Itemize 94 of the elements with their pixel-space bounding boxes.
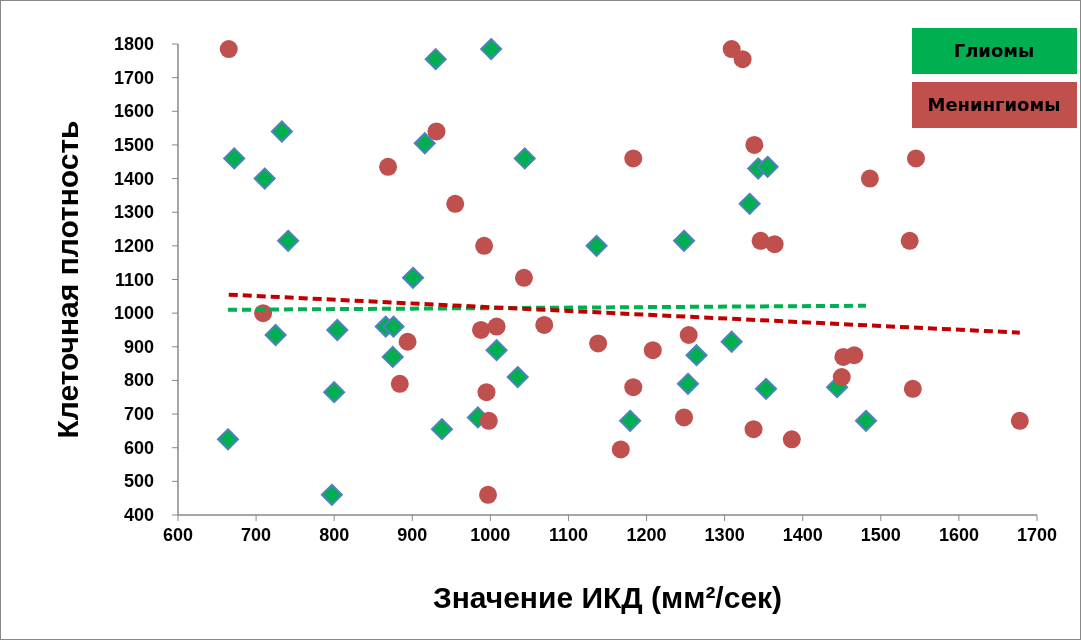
point [326,318,349,341]
point [381,345,404,368]
point [782,430,801,449]
point [832,368,851,387]
point [673,229,696,252]
point [446,194,465,213]
point [1010,411,1029,430]
point [860,169,879,188]
point [480,38,503,61]
point [854,409,877,432]
point [277,229,300,252]
y-tick-label: 400 [123,505,154,525]
point [413,132,436,155]
point [323,381,346,404]
point [398,332,417,351]
point [624,149,643,168]
point [379,157,398,176]
y-axis-title: Клеточная плотность [51,120,84,439]
point [270,120,293,143]
point [487,317,506,336]
point [624,378,643,397]
point [903,379,922,398]
point [845,346,864,365]
point [430,418,453,441]
point [477,383,496,402]
point [479,411,498,430]
x-tick-label: 1100 [548,525,588,545]
x-tick-label: 1400 [782,525,823,545]
x-tick-label: 1000 [470,525,511,545]
point [471,320,490,339]
point [216,428,239,451]
y-tick-label: 1100 [114,269,154,290]
point [720,330,743,353]
y-tick-label: 1200 [113,235,154,256]
x-axis-title: Значение ИКД (мм²/сек) [432,581,783,614]
y-tick-label: 500 [123,471,154,492]
point [585,234,608,257]
y-tick-label: 600 [123,437,154,458]
point [679,326,698,345]
point [535,315,554,334]
x-tick-label: 600 [162,525,194,545]
point [382,315,405,338]
x-tick-label: 1500 [860,525,901,545]
text: Глиомы [953,40,1035,61]
point [506,366,529,389]
y-tick-label: 1000 [113,303,154,324]
point [685,344,708,367]
y-tick-label: 900 [123,336,154,357]
point [424,48,447,71]
y-tick-label: 1500 [113,134,154,155]
point [219,40,238,59]
x-tick-label: 1600 [938,525,979,545]
point [676,372,699,395]
x-tick-label: 1300 [704,525,745,545]
point [589,334,608,353]
point [733,50,752,69]
point [722,40,741,59]
point [320,483,343,506]
y-tick-label: 800 [123,370,154,391]
point [475,236,494,255]
point [223,147,246,170]
x-tick-label: 1200 [626,525,667,545]
point [643,341,662,360]
point [427,122,446,141]
point [619,409,642,432]
point [485,339,508,362]
point [755,377,778,400]
point [900,231,919,250]
point [479,485,498,504]
point [745,135,764,154]
point [611,440,630,459]
y-tick-label: 1700 [113,67,154,88]
point [675,408,694,427]
x-tick-label: 800 [319,525,350,545]
y-tick-label: 700 [123,404,154,425]
point [253,167,276,190]
point [514,268,533,287]
point [513,147,536,170]
point [744,420,763,439]
x-tick-label: 700 [241,525,272,545]
point [402,266,425,289]
y-tick-label: 1400 [113,168,154,189]
series-label: Менингиомы [927,94,1061,115]
point [738,192,761,215]
y-tick-label: 1300 [113,202,154,223]
y-tick-label: 1800 [113,34,154,54]
point [906,149,925,168]
x-tick-label: 900 [397,525,428,545]
point [756,155,779,178]
x-tick-label: 1700 [1016,525,1058,545]
y-tick-label: 1600 [113,101,154,122]
point [765,235,784,254]
point [264,324,287,347]
point [390,374,409,393]
